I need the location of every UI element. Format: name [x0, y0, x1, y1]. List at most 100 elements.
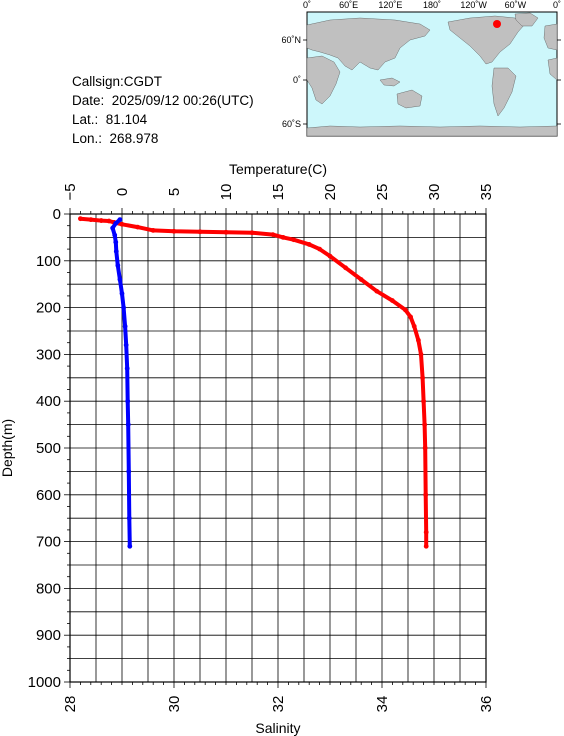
- date-label: Date:: [72, 93, 105, 108]
- series-point: [112, 232, 118, 238]
- series-point: [416, 337, 421, 343]
- top-tick-label: −5: [62, 183, 79, 200]
- greenland-landmass: [514, 12, 539, 27]
- top-tick-label: 10: [218, 184, 235, 201]
- eurasia-landmass: [306, 17, 431, 71]
- series-point: [127, 543, 133, 549]
- lat-value: 81.104: [105, 112, 148, 127]
- y-axis-title: Depth(m): [0, 419, 15, 477]
- y-tick-label: 500: [36, 440, 61, 457]
- callsign-text: Callsign:CGDT: [72, 74, 163, 89]
- series-point: [408, 314, 413, 320]
- bottom-tick-label: 32: [270, 696, 287, 713]
- map-lon-label: 60˚E: [339, 0, 358, 10]
- series-point: [126, 469, 132, 474]
- series-point: [115, 263, 121, 268]
- series-point: [422, 422, 428, 427]
- top-tick-label: 25: [374, 184, 391, 201]
- series-point: [119, 291, 125, 296]
- y-tick-label: 100: [36, 253, 61, 270]
- map-lon-label: 180˚: [423, 0, 441, 10]
- series-point: [117, 277, 123, 282]
- series-point: [113, 249, 119, 254]
- top-tick-label: 20: [322, 184, 339, 201]
- lon-row: Lon.: 268.978: [72, 129, 254, 148]
- australia-landmass: [396, 89, 423, 109]
- y-tick-label: 800: [36, 580, 61, 597]
- y-tick-label: 1000: [28, 674, 61, 691]
- y-tick-label: 900: [36, 627, 61, 644]
- series-point: [78, 216, 83, 222]
- series-point: [374, 288, 380, 294]
- series-point: [280, 235, 286, 240]
- series-point: [423, 492, 429, 498]
- callsign-row: Callsign:CGDT: [72, 72, 254, 91]
- series-point: [125, 398, 131, 404]
- map-lon-label: 0˚: [553, 0, 561, 10]
- series-point: [135, 224, 141, 230]
- series-point: [113, 220, 119, 226]
- map-lon-label: 60˚W: [505, 0, 527, 10]
- chart-series: [78, 216, 429, 549]
- series-point: [358, 277, 364, 282]
- map-lat-label: 0˚: [293, 75, 301, 85]
- series-point: [422, 445, 428, 451]
- date-row: Date: 2025/09/12 00:26(UTC): [72, 91, 254, 110]
- series-point: [197, 229, 203, 235]
- series-point: [423, 543, 429, 549]
- south-america-landmass: [491, 67, 517, 117]
- bottom-axis-title: Salinity: [255, 720, 300, 736]
- series-point: [125, 422, 131, 427]
- series-point: [403, 307, 408, 313]
- series-point: [390, 298, 395, 303]
- lon-value: 268.978: [109, 131, 159, 146]
- series-point: [126, 515, 132, 521]
- antarctica-landmass: [306, 125, 558, 137]
- series-point: [117, 217, 123, 223]
- lat-row: Lat.: 81.104: [72, 110, 254, 129]
- y-tick-label: 700: [36, 534, 61, 551]
- map-lon-label: 120˚E: [378, 0, 402, 10]
- series-point: [306, 242, 312, 247]
- series-point: [421, 398, 426, 404]
- series-point: [110, 225, 116, 231]
- series-point: [106, 218, 112, 224]
- top-tick-label: 0: [114, 188, 131, 196]
- world-map: 0˚ 60˚E 120˚E 180˚ 120˚W 60˚W 0˚ 60˚N 0˚ 60˚S: [281, 0, 561, 137]
- series-point: [291, 237, 296, 243]
- bottom-tick-label: 36: [478, 696, 495, 713]
- series-line: [110, 217, 132, 549]
- map-lat-label: 60˚S: [282, 119, 301, 129]
- series-point: [98, 218, 104, 223]
- map-lon-label: 120˚W: [460, 0, 487, 10]
- series-point: [420, 375, 425, 381]
- top-tick-label: 15: [270, 184, 287, 201]
- date-value: 2025/09/12 00:26(UTC): [111, 93, 254, 108]
- africa-landmass: [306, 55, 341, 105]
- series-point: [124, 366, 130, 371]
- series-point: [150, 227, 156, 233]
- info-panel: Callsign:CGDT Date: 2025/09/12 00:26(UTC…: [72, 72, 254, 148]
- europe-west-edge: [543, 23, 558, 51]
- y-tick-label: 600: [36, 487, 61, 504]
- series-point: [119, 221, 125, 227]
- map-land: [306, 12, 558, 137]
- bottom-tick-label: 30: [166, 696, 183, 713]
- series-point: [223, 229, 229, 235]
- series-point: [123, 342, 129, 348]
- location-marker: [493, 20, 501, 28]
- series-point: [171, 228, 177, 234]
- bottom-tick-label: 34: [374, 696, 391, 713]
- series-point: [343, 265, 348, 271]
- lat-label: Lat.:: [72, 112, 99, 127]
- lon-label: Lon.:: [72, 131, 103, 146]
- north-america-landmass: [447, 15, 526, 65]
- top-tick-label: 35: [478, 184, 495, 201]
- map-labels: 0˚ 60˚E 120˚E 180˚ 120˚W 60˚W 0˚ 60˚N 0˚ 60˚S: [281, 0, 561, 129]
- map-lat-label: 60˚N: [281, 35, 301, 45]
- series-point: [88, 217, 94, 223]
- series-point: [418, 352, 424, 357]
- series-point: [423, 529, 429, 535]
